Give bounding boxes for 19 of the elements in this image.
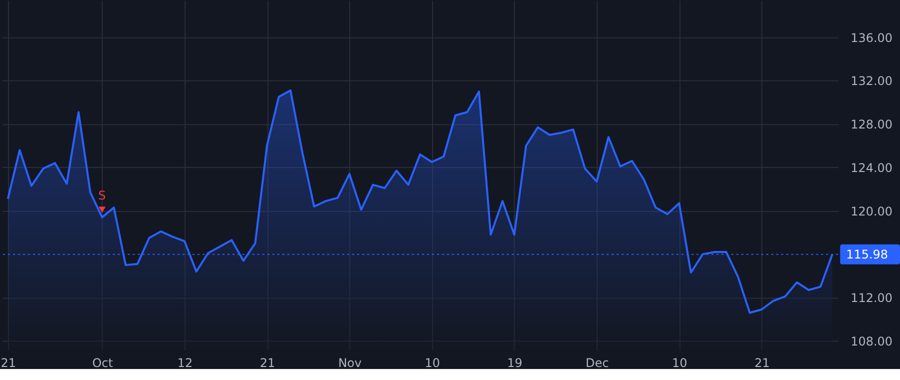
x-tick-label: 10 (424, 356, 440, 370)
x-tick-label: 21 (0, 356, 16, 370)
y-tick-label: 108.00 (850, 334, 892, 348)
y-tick-label: 136.00 (850, 30, 892, 45)
y-tick-label: 124.00 (850, 160, 892, 175)
ref-line-label: 115.98 (846, 247, 888, 262)
y-tick-label: 112.00 (850, 291, 892, 306)
y-tick-label: 132.00 (850, 74, 892, 88)
x-tick-label: 21 (754, 356, 770, 370)
y-tick-label: 128.00 (850, 118, 892, 132)
y-tick-label: 120.00 (850, 204, 892, 218)
x-tick-label: 19 (507, 356, 522, 370)
x-tick-label: Dec (586, 356, 609, 370)
x-tick-label: Oct (92, 356, 114, 370)
x-tick-label: Nov (338, 356, 362, 370)
annotation: S (98, 188, 106, 203)
x-tick-label: 21 (260, 356, 276, 370)
x-tick-label: 10 (672, 356, 688, 370)
x-tick-label: 12 (177, 356, 193, 370)
